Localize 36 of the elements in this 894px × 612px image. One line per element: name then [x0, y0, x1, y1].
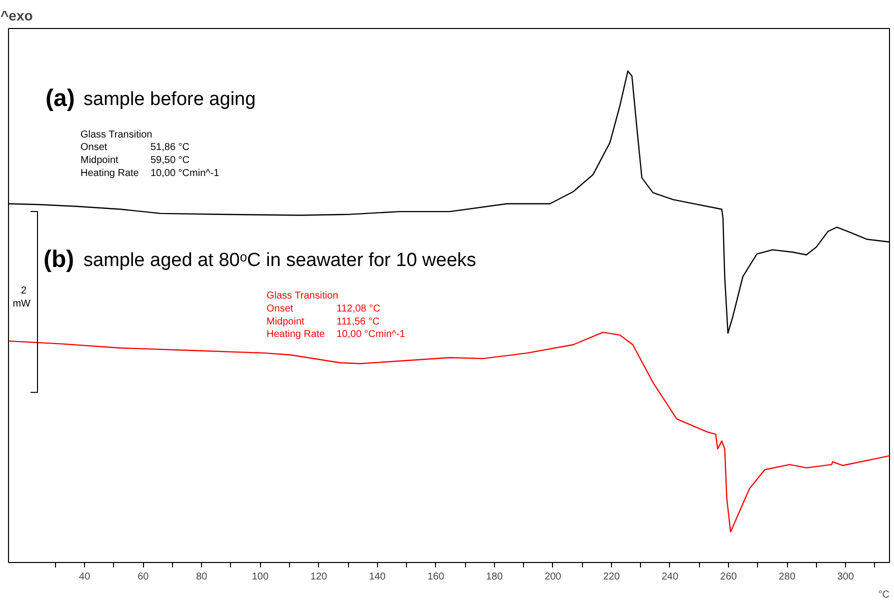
annotation: 10,00 °Cmin^-1 [336, 329, 406, 340]
annotation: Midpoint [80, 155, 119, 166]
x-tick-label: 160 [427, 572, 445, 582]
x-tick-label: 80 [196, 572, 208, 582]
x-tick-label: 220 [603, 572, 620, 582]
annotation: Onset [266, 303, 294, 314]
x-tick-label: 300 [837, 572, 854, 582]
x-tick-label: 100 [252, 572, 269, 582]
text: ^exo [0, 8, 33, 24]
annotation: Heating Rate [80, 168, 140, 179]
annotation: 111,56 °C [336, 316, 380, 328]
annotation: sample before aging [84, 88, 256, 110]
annotation: Midpoint [266, 316, 305, 328]
annotation: Heating Rate [266, 329, 326, 340]
annotation: mW [12, 298, 32, 310]
x-tick-label: 180 [486, 572, 504, 582]
x-tick-label: 240 [662, 572, 679, 582]
annotation: 59,50 °C [150, 155, 190, 166]
x-tick-label: 60 [138, 572, 150, 582]
annotation: 2 [20, 286, 27, 297]
x-tick-label: 40 [79, 572, 91, 582]
annotation: (a) [46, 84, 75, 112]
annotation: sample aged at 80ᵒC in seawater for 10 weeks [84, 250, 476, 272]
x-tick-label: 280 [778, 572, 796, 582]
annotation: (b) [44, 246, 74, 274]
x-tick-label: 200 [544, 572, 562, 582]
annotation: Glass Transition [80, 129, 152, 140]
x-tick-label: 260 [720, 572, 738, 582]
annotation: 51,86 °C [150, 142, 190, 154]
x-axis-title: °C [878, 590, 890, 600]
annotation: 10,00 °Cmin^-1 [150, 168, 220, 179]
x-tick-label: 140 [368, 572, 386, 582]
x-tick-label: 120 [310, 572, 328, 582]
annotation: 112,08 °C [336, 303, 380, 314]
annotation: Onset [80, 142, 108, 154]
annotation: Glass Transition [266, 290, 338, 302]
